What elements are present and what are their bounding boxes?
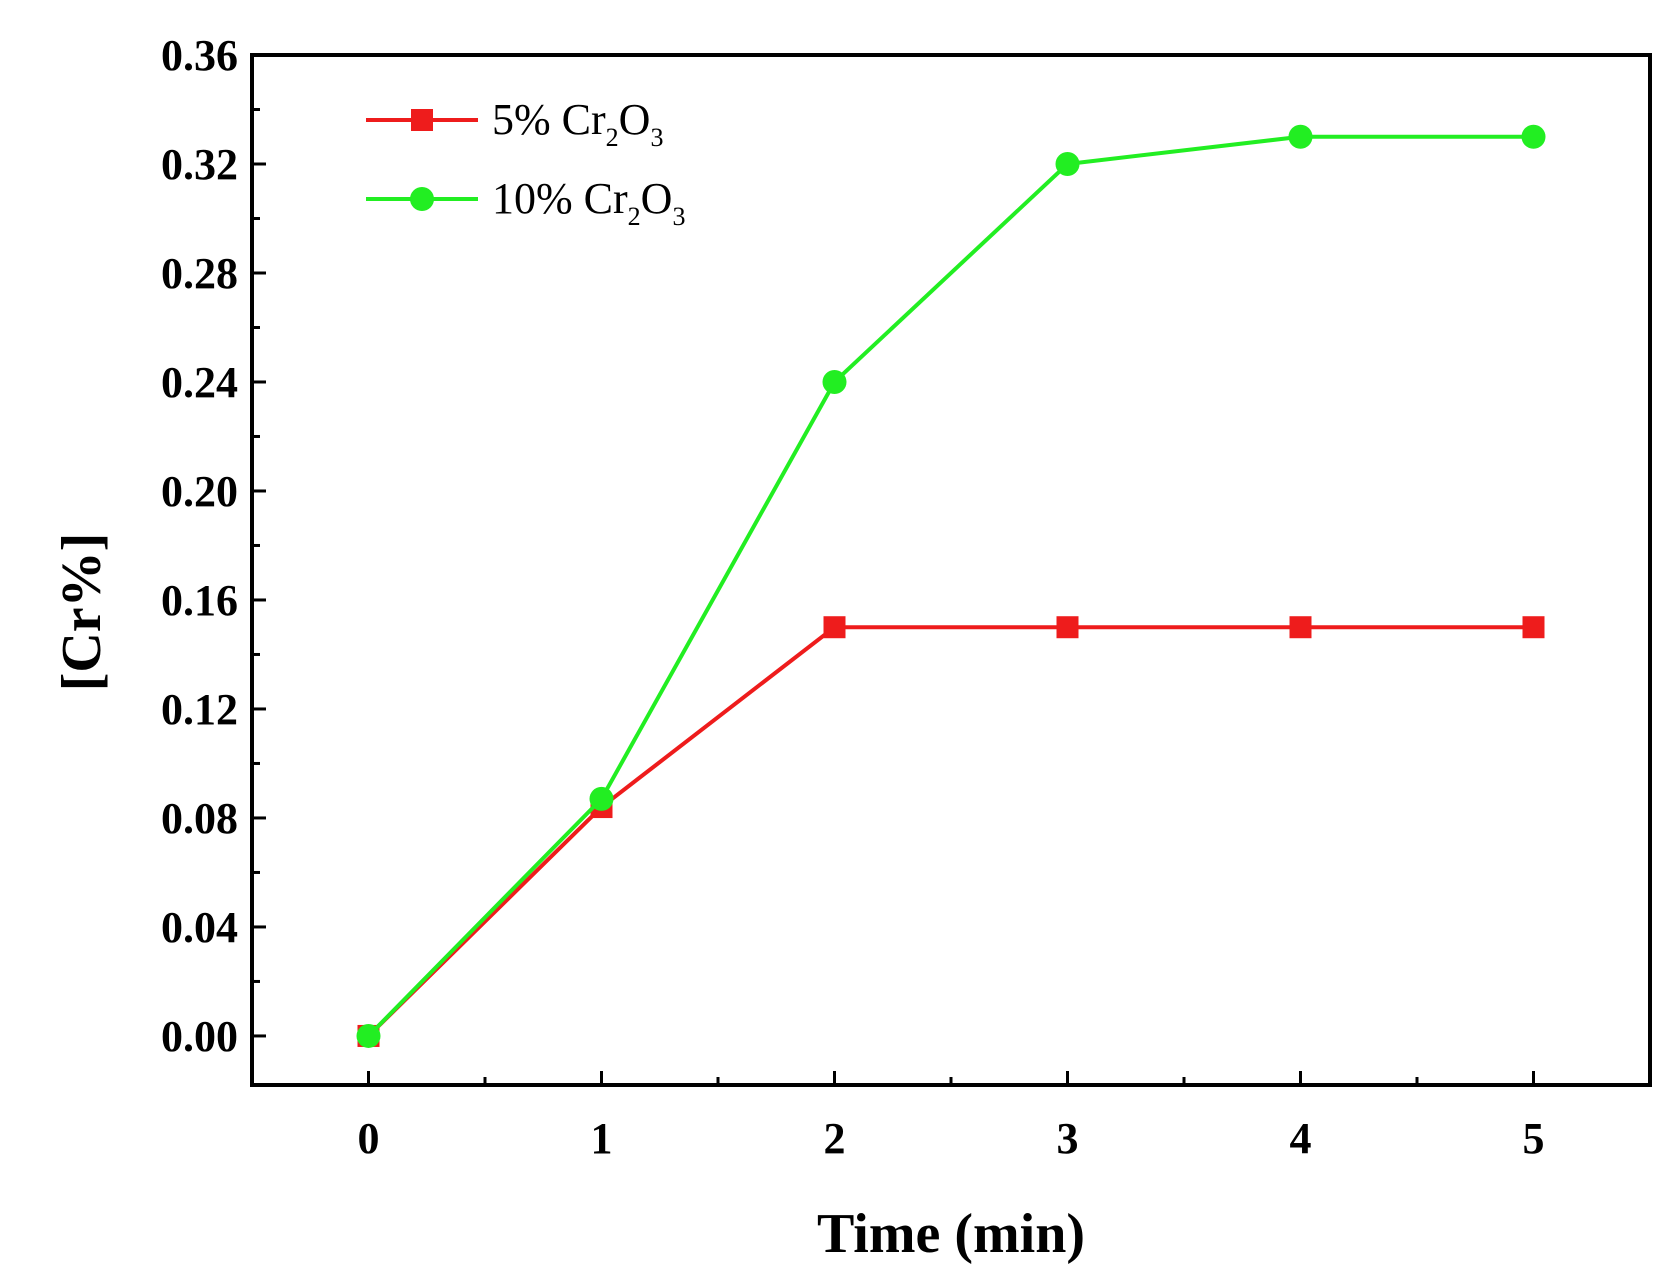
y-tick-label: 0.24 (161, 358, 238, 407)
legend-item-2-marker (410, 187, 434, 211)
y-tick-label: 0.20 (161, 467, 238, 516)
series-1-point (1056, 616, 1079, 639)
plot-frame (250, 53, 1652, 1087)
x-axis-title: Time (min) (817, 1203, 1085, 1265)
legend-item-2-label: 10% Cr2O3 (492, 174, 685, 231)
legend-subscript: 3 (672, 202, 685, 231)
legend-text-part: 10% Cr (492, 174, 628, 223)
legend-item-1-label: 5% Cr2O3 (492, 95, 663, 152)
series-2-point (1288, 124, 1313, 149)
legend-item-1: 5% Cr2O3 (366, 95, 663, 152)
x-tick-label: 0 (358, 1114, 380, 1163)
series-2-point (589, 786, 614, 811)
y-tick-label: 0.00 (161, 1012, 238, 1061)
legend-item-2: 10% Cr2O3 (366, 174, 685, 231)
legend-text-part: O (619, 95, 651, 144)
series-2-point (356, 1023, 381, 1048)
x-tick-label: 5 (1523, 1114, 1545, 1163)
series-1-point (1522, 616, 1545, 639)
x-tick-label: 4 (1290, 1114, 1312, 1163)
x-axis-ticks: 0 1 2 3 4 5 (358, 1071, 1545, 1163)
x-tick-label: 3 (1057, 1114, 1079, 1163)
series-layer (356, 124, 1546, 1048)
legend-item-1-marker (411, 109, 433, 131)
series-2-line (367, 134, 1534, 1038)
legend-text-part: O (641, 174, 673, 223)
series-1-point (1289, 616, 1312, 639)
legend-text-part: 5% Cr (492, 95, 606, 144)
y-tick-label: 0.36 (161, 31, 238, 80)
y-tick-label: 0.32 (161, 140, 238, 189)
y-axis-ticks: 0.00 0.04 0.08 0.12 0.16 0.20 0.24 0.28 0.32 0.36 (161, 31, 266, 1061)
y-tick-label: 0.16 (161, 576, 238, 625)
legend-subscript: 2 (628, 202, 641, 231)
series-2 (356, 124, 1546, 1048)
series-2-point (822, 369, 847, 394)
legend-subscript: 2 (606, 123, 619, 152)
series-2-point (1055, 151, 1080, 176)
y-tick-label: 0.12 (161, 685, 238, 734)
series-1 (357, 616, 1545, 1047)
x-tick-label: 1 (591, 1114, 613, 1163)
y-tick-label: 0.28 (161, 249, 238, 298)
series-2-point (1521, 124, 1546, 149)
series-1-line (367, 625, 1534, 1038)
x-tick-label: 2 (824, 1114, 846, 1163)
series-1-point (823, 616, 846, 639)
y-axis-title: [Cr%] (51, 533, 113, 692)
legend-subscript: 3 (650, 123, 663, 152)
y-tick-label: 0.04 (161, 903, 238, 952)
y-tick-label: 0.08 (161, 794, 238, 843)
